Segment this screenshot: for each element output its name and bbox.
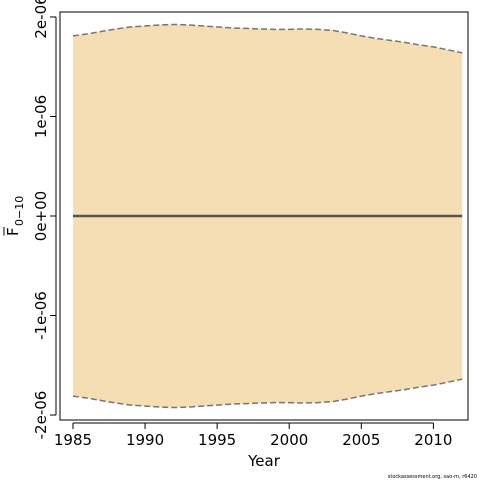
- y-tick-label-2: 0e+00: [32, 191, 50, 241]
- footnote: stockassessment.org, sao-m, r6420: [388, 474, 477, 480]
- y-axis-label-main: F: [4, 227, 22, 236]
- plot-area: [72, 23, 463, 409]
- upper-bound-line: [72, 23, 463, 54]
- y-tick-label-4: 2e-06: [32, 0, 50, 39]
- x-axis-label: Year: [247, 452, 281, 470]
- x-tick-label-1990: 1990: [126, 431, 164, 449]
- y-tick-label-1: -1e-06: [32, 291, 50, 340]
- x-tick-label-2005: 2005: [342, 431, 380, 449]
- x-axis: 1985 1990 1995 2000 2005 2010: [54, 422, 452, 449]
- lower-bound-line: [72, 378, 463, 409]
- x-tick-label-1985: 1985: [54, 431, 92, 449]
- y-tick-label-0: -2e-06: [32, 391, 50, 440]
- y-axis: -2e-06 -1e-06 0e+00 1e-06 2e-06: [32, 0, 57, 440]
- y-axis-label: F 0−10: [3, 196, 26, 236]
- y-tick-label-3: 1e-06: [32, 95, 50, 138]
- x-tick-label-1995: 1995: [198, 431, 236, 449]
- x-tick-label-2000: 2000: [270, 431, 308, 449]
- y-axis-label-subscript: 0−10: [13, 196, 26, 226]
- plot-frame: [59, 11, 469, 421]
- x-tick-label-2010: 2010: [414, 431, 452, 449]
